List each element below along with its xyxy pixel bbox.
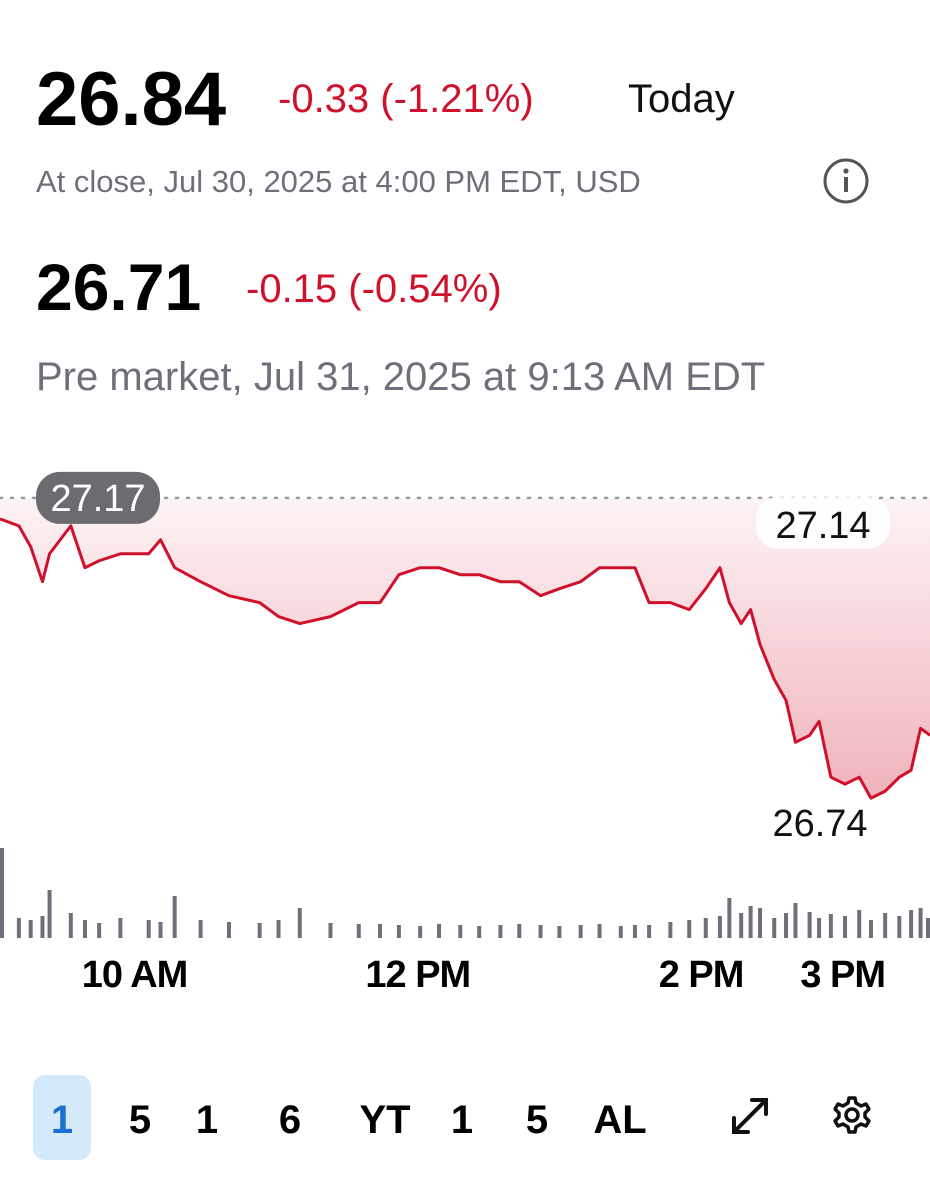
volume-bar xyxy=(739,913,744,938)
volume-bar xyxy=(477,926,482,938)
volume-bar xyxy=(618,926,623,938)
volume-bar xyxy=(897,916,902,938)
range-button[interactable]: 1 xyxy=(196,1098,218,1142)
volume-bar xyxy=(717,916,722,938)
volume-bar xyxy=(40,916,45,938)
volume-bar xyxy=(926,918,930,938)
close-note: At close, Jul 30, 2025 at 4:00 PM EDT, U… xyxy=(36,164,641,199)
volume-bar xyxy=(226,922,231,938)
volume-bar xyxy=(843,916,848,938)
reference-label: 27.17 xyxy=(50,478,145,520)
volume-bar xyxy=(378,924,383,938)
volume-bar xyxy=(597,924,602,938)
volume-bar xyxy=(909,910,914,938)
volume-bar xyxy=(16,918,21,938)
x-tick-label: 10 AM xyxy=(82,954,188,996)
volume-bar xyxy=(703,918,708,938)
range-toolbar: 1 5 1 6 YT 1 5 AL xyxy=(33,1075,647,1160)
volume-bar xyxy=(538,925,543,938)
volume-bar xyxy=(772,918,777,938)
price-line xyxy=(0,517,930,800)
volume-bar xyxy=(158,922,163,938)
volume-bar xyxy=(557,926,562,938)
period: Today xyxy=(628,77,735,121)
volume-bar xyxy=(883,913,888,938)
volume-bar xyxy=(82,920,87,938)
volume-bar xyxy=(297,908,302,938)
x-tick-label: 2 PM xyxy=(659,954,744,996)
range-button[interactable]: YT xyxy=(359,1098,410,1142)
volume-bar xyxy=(517,924,522,938)
volume-bar xyxy=(437,924,442,938)
settings-icon[interactable] xyxy=(833,1096,871,1134)
volume-bar xyxy=(793,903,798,938)
volume-bar xyxy=(418,926,423,938)
volume-bar xyxy=(198,920,203,938)
volume-bar xyxy=(868,920,873,938)
volume-bar xyxy=(632,925,637,938)
range-button[interactable]: 5 xyxy=(129,1098,151,1142)
price-area xyxy=(0,497,930,799)
info-icon[interactable] xyxy=(823,158,869,204)
volume-bar xyxy=(458,925,463,938)
range-button[interactable]: AL xyxy=(593,1098,646,1142)
volume-bar xyxy=(918,908,923,938)
volume-bar xyxy=(807,912,812,938)
volume-bar xyxy=(758,908,763,938)
volume-bar xyxy=(356,924,361,938)
chart: 27.17 27.14 26.74 10 AM 12 PM 2 PM 3 PM xyxy=(0,471,930,996)
volume-bar xyxy=(0,848,4,938)
range-button[interactable]: 1 xyxy=(51,1098,73,1142)
low-label: 26.74 xyxy=(772,803,867,845)
range-button[interactable]: 6 xyxy=(279,1098,301,1142)
volume-bar xyxy=(257,923,262,938)
range-button[interactable]: 5 xyxy=(526,1098,548,1142)
price: 26.84 xyxy=(36,57,226,142)
range-button[interactable]: 1 xyxy=(451,1098,473,1142)
volume-bar xyxy=(647,925,652,938)
volume-bar xyxy=(118,918,123,938)
x-tick-label: 3 PM xyxy=(800,954,885,996)
volume-bar xyxy=(828,914,833,938)
premarket-price: 26.71 xyxy=(36,250,201,324)
x-tick-label: 12 PM xyxy=(365,954,470,996)
volume-bar xyxy=(146,920,151,938)
volume-bar xyxy=(817,918,822,938)
volume-bar xyxy=(784,913,789,938)
premarket-note: Pre market, Jul 31, 2025 at 9:13 AM EDT xyxy=(36,355,765,399)
volume-bar xyxy=(396,925,401,938)
volume-bar xyxy=(857,910,862,938)
expand-icon[interactable] xyxy=(732,1098,768,1134)
volume-bar xyxy=(172,896,177,938)
volume-bar xyxy=(28,920,33,938)
volume-bar xyxy=(498,925,503,938)
volume-bar xyxy=(328,923,333,938)
volume-bar xyxy=(68,913,73,938)
price-change: -0.33 (-1.21%) xyxy=(278,77,534,121)
volume-bar xyxy=(687,920,692,938)
volume-bar xyxy=(47,890,52,938)
volume-bar xyxy=(276,920,281,938)
premarket-change: -0.15 (-0.54%) xyxy=(246,267,502,311)
volume-bar xyxy=(727,898,732,938)
volume-bar xyxy=(668,922,673,938)
high-label-bg xyxy=(756,496,890,549)
volume-bar xyxy=(578,925,583,938)
high-label: 27.14 xyxy=(775,505,870,547)
range-button-selected xyxy=(33,1075,91,1160)
reference-badge xyxy=(36,471,160,524)
volume-bar xyxy=(97,923,102,938)
volume-bar xyxy=(748,906,753,938)
